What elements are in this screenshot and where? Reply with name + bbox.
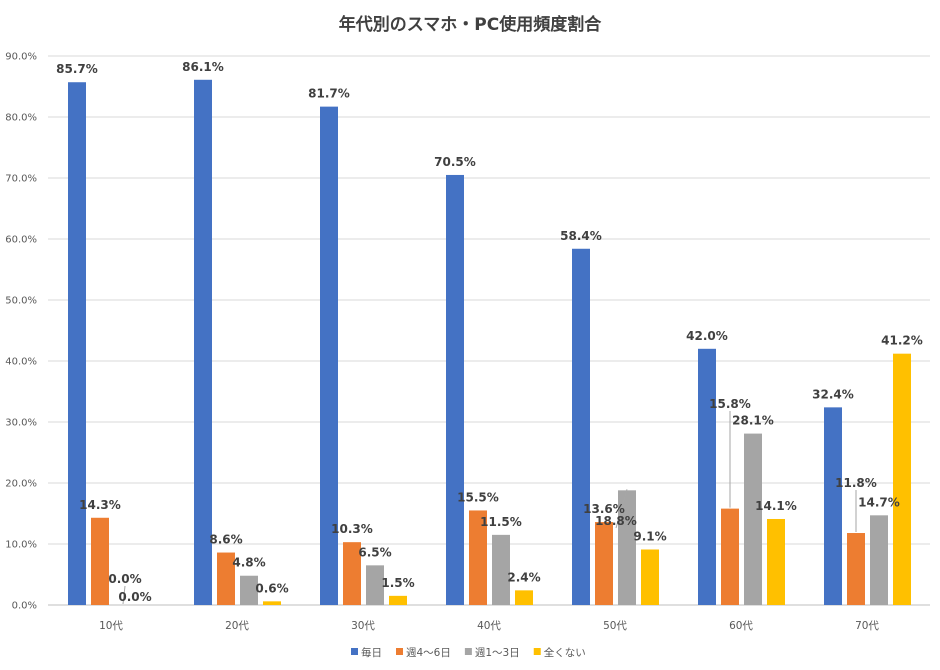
bar — [824, 407, 842, 605]
bar — [263, 601, 281, 605]
y-tick-label: 20.0% — [5, 479, 37, 490]
bar — [767, 518, 785, 605]
x-axis: 10代 20代 30代 40代 50代 60代 70代 — [99, 620, 879, 632]
bar — [469, 510, 487, 605]
bar — [68, 82, 86, 606]
y-tick-label: 0.0% — [12, 601, 37, 612]
legend-swatch — [351, 648, 358, 655]
bar — [91, 517, 109, 605]
data-label: 28.1% — [732, 414, 774, 428]
x-tick-label: 50代 — [603, 620, 627, 632]
data-label: 14.7% — [858, 495, 900, 509]
legend-label: 週4〜6日 — [406, 647, 451, 659]
bar — [721, 508, 739, 605]
legend-swatch — [464, 648, 472, 655]
data-label: 11.8% — [835, 476, 877, 490]
data-label: 15.5% — [457, 490, 499, 504]
data-label: 8.6% — [209, 533, 242, 547]
bar — [320, 106, 338, 605]
bar — [572, 248, 590, 605]
data-label: 9.1% — [633, 529, 666, 543]
data-label: 0.0% — [108, 572, 141, 586]
leader-lines — [122, 411, 857, 605]
x-tick-label: 40代 — [477, 620, 501, 632]
bar — [194, 79, 212, 606]
y-tick-label: 10.0% — [5, 540, 37, 551]
data-label: 14.3% — [79, 498, 121, 512]
bar — [618, 490, 636, 605]
data-label: 10.3% — [331, 522, 373, 536]
data-label: 13.6% — [583, 502, 625, 516]
y-tick-label: 30.0% — [5, 418, 37, 429]
data-label: 0.6% — [255, 581, 288, 595]
data-label: 86.1% — [182, 60, 224, 74]
bar — [847, 533, 865, 605]
data-label: 85.7% — [56, 62, 98, 76]
data-label: 32.4% — [812, 387, 854, 401]
y-tick-label: 80.0% — [5, 113, 37, 124]
x-tick-label: 70代 — [855, 620, 879, 632]
bar — [870, 515, 888, 605]
bar — [595, 522, 613, 605]
leader-line — [122, 585, 126, 605]
bar — [366, 565, 384, 605]
data-label: 4.8% — [232, 556, 265, 570]
legend-label: 毎日 — [361, 646, 382, 659]
data-label: 2.4% — [507, 570, 540, 584]
data-label: 1.5% — [381, 576, 414, 590]
bar — [744, 433, 762, 605]
legend-swatch — [533, 648, 541, 655]
bar — [698, 348, 716, 605]
bar — [446, 174, 464, 605]
x-tick-label: 20代 — [225, 620, 249, 632]
bar — [389, 595, 407, 605]
data-label: 81.7% — [308, 87, 350, 101]
y-tick-label: 60.0% — [5, 235, 37, 246]
data-label: 70.5% — [434, 155, 476, 169]
y-tick-label: 40.0% — [5, 357, 37, 368]
data-label: 42.0% — [686, 329, 728, 343]
data-labels: 85.7% 14.3% 0.0% 0.0% 86.1% 8.6% 4.8% 0.6% 81.7%… — [56, 60, 923, 604]
data-label: 11.5% — [480, 515, 522, 529]
y-tick-label: 90.0% — [5, 52, 37, 63]
data-label: 18.8% — [595, 514, 637, 528]
legend-swatch — [396, 648, 403, 655]
leader-line — [615, 489, 628, 529]
data-label: 15.8% — [709, 397, 751, 411]
legend-label: 週1〜3日 — [475, 647, 520, 659]
x-tick-label: 30代 — [351, 620, 375, 632]
bar — [492, 534, 510, 605]
chart-title: 年代別のスマホ・PC使用頻度割合 — [339, 14, 602, 35]
bar — [240, 575, 258, 605]
y-axis: 0.0% 10.0% 20.0% 30.0% 40.0% 50.0% 60.0% 70.0% 8… — [5, 52, 37, 612]
bar — [893, 353, 911, 605]
data-label: 0.0% — [118, 590, 151, 604]
bar — [515, 590, 533, 605]
x-tick-label: 10代 — [99, 620, 123, 632]
data-label: 41.2% — [881, 334, 923, 348]
y-tick-label: 70.0% — [5, 174, 37, 185]
bars — [68, 79, 911, 606]
data-label: 58.4% — [560, 229, 602, 243]
bar — [343, 542, 361, 605]
y-tick-label: 50.0% — [5, 296, 37, 307]
bar — [217, 552, 235, 605]
bar — [641, 549, 659, 605]
legend: 毎日 週4〜6日 週1〜3日 全くない — [351, 646, 586, 659]
data-label: 14.1% — [755, 499, 797, 513]
x-tick-label: 60代 — [729, 620, 753, 632]
data-label: 6.5% — [358, 545, 391, 559]
legend-label: 全くない — [544, 646, 586, 659]
